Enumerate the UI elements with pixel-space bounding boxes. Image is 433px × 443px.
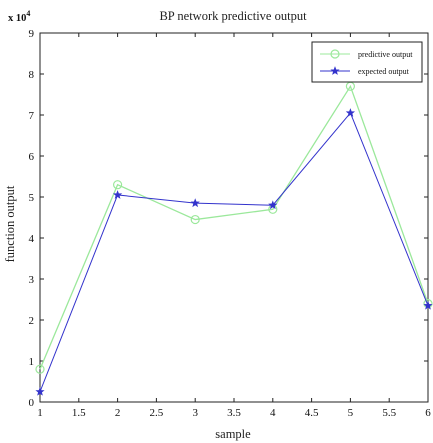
series-line bbox=[39, 111, 429, 392]
x-tick-label: 5 bbox=[348, 407, 354, 419]
legend-marker bbox=[330, 49, 340, 59]
data-point bbox=[35, 364, 45, 374]
y-tick-label: 6 bbox=[29, 151, 35, 163]
series-expected-output bbox=[35, 108, 433, 396]
data-point bbox=[345, 108, 355, 117]
x-tick-label: 3.5 bbox=[227, 407, 241, 419]
data-point bbox=[423, 300, 433, 310]
x-tick-label: 1 bbox=[37, 407, 43, 419]
y-tick-label: 7 bbox=[29, 110, 35, 122]
y-axis-exponent-power: 4 bbox=[26, 9, 30, 18]
x-axis-label: sample bbox=[215, 427, 251, 441]
data-point bbox=[190, 198, 200, 208]
y-axis-label: function output bbox=[3, 185, 17, 262]
y-axis-exponent: x 104 bbox=[8, 9, 30, 24]
x-tick-label: 4 bbox=[270, 407, 276, 419]
series-line bbox=[39, 84, 429, 370]
x-axis: 1 1.5 2 2.5 3 3.5 4 4.5 5 5.5 6 bbox=[37, 33, 431, 419]
series-layer bbox=[35, 81, 433, 396]
legend-box bbox=[311, 41, 423, 83]
y-tick-label: 0 bbox=[29, 397, 35, 409]
legend-label: predictive output bbox=[358, 50, 413, 59]
series-predictive-output bbox=[35, 81, 433, 374]
y-tick-label: 2 bbox=[29, 315, 35, 327]
x-tick-label: 1.5 bbox=[72, 407, 86, 419]
data-point bbox=[35, 386, 45, 396]
x-tick-label: 6 bbox=[425, 407, 431, 419]
data-point bbox=[112, 180, 123, 190]
data-point bbox=[113, 190, 123, 199]
data-point bbox=[190, 214, 200, 225]
y-tick-label: 3 bbox=[29, 274, 35, 286]
x-tick-label: 3 bbox=[192, 407, 198, 419]
chart-title: BP network predictive output bbox=[159, 9, 307, 23]
y-tick-label: 1 bbox=[29, 356, 35, 368]
y-tick-label: 5 bbox=[29, 192, 35, 204]
legend-marker bbox=[330, 66, 340, 75]
y-tick-label: 9 bbox=[29, 28, 35, 40]
y-tick-label: 4 bbox=[29, 233, 35, 245]
legend-label: expected output bbox=[358, 67, 410, 76]
plot-area-frame bbox=[39, 32, 429, 403]
y-tick-label: 8 bbox=[29, 69, 35, 81]
x-tick-label: 4.5 bbox=[305, 407, 319, 419]
x-tick-label: 2 bbox=[115, 407, 121, 419]
legend: predictive output expected output bbox=[311, 41, 423, 83]
x-tick-label: 2.5 bbox=[150, 407, 164, 419]
data-point bbox=[268, 200, 278, 210]
y-axis: 0 1 2 3 4 5 6 7 8 9 bbox=[29, 28, 428, 409]
x-tick-label: 5.5 bbox=[382, 407, 396, 419]
